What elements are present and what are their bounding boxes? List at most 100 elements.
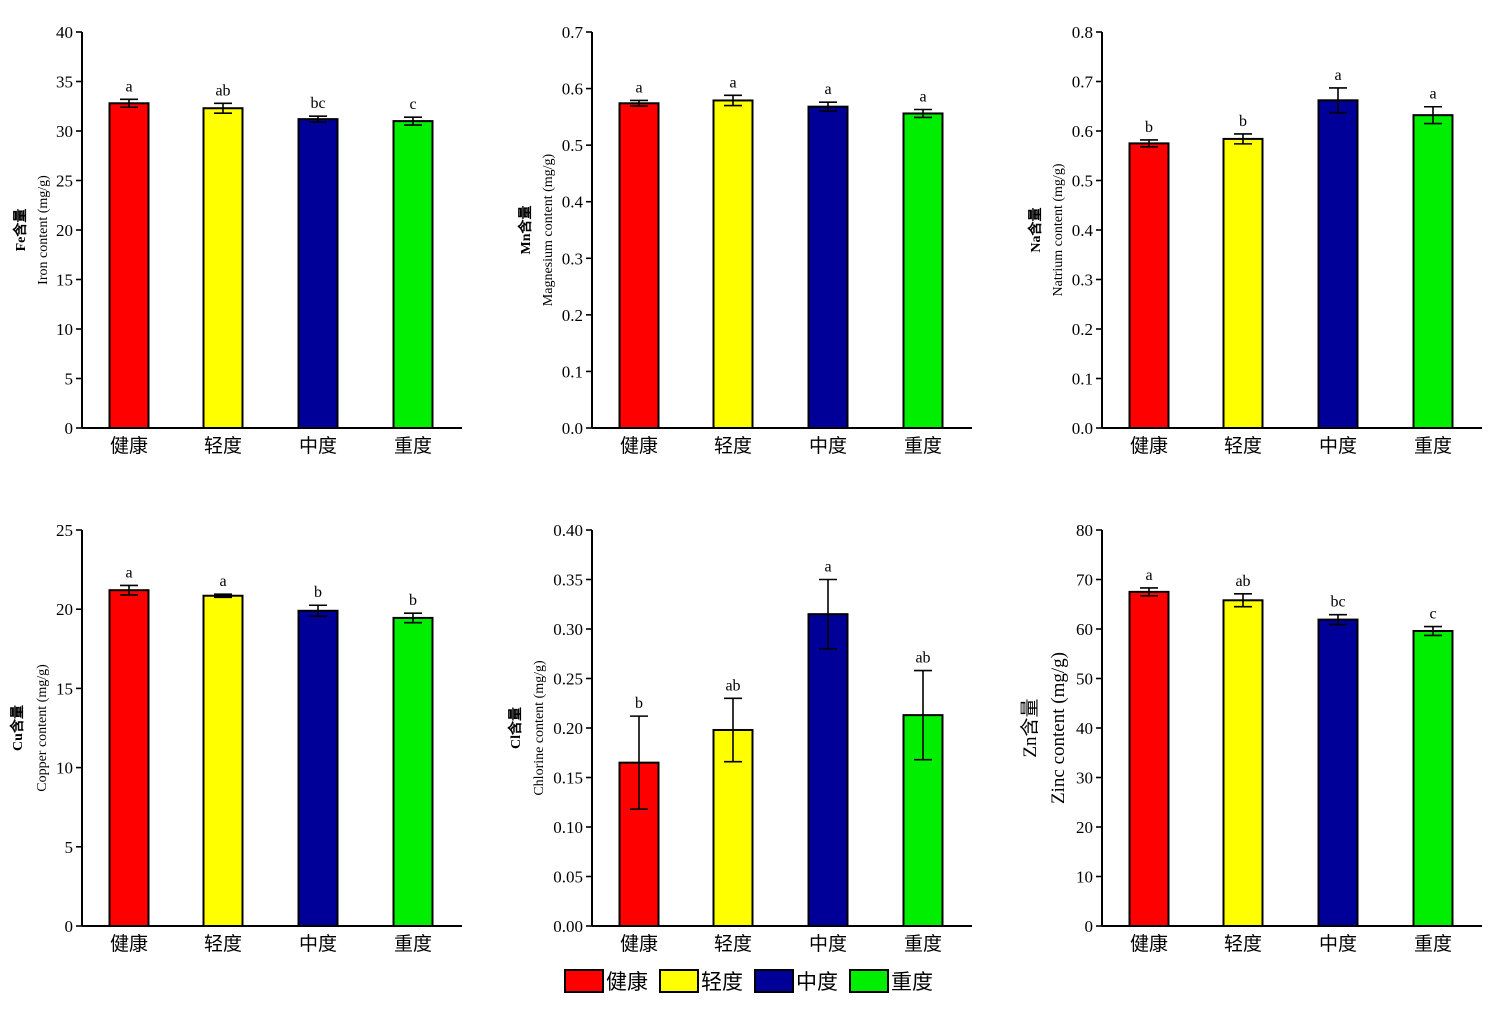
legend: 健康 轻度 中度 重度 [564,969,933,994]
significance-label: a [125,564,132,581]
y-axis-title-english: Iron content (mg/g) [36,175,51,285]
y-tick-label: 0.25 [553,670,583,689]
y-tick-label: 10 [1076,868,1093,887]
chart-panel-3: b b a a 0.0 0.1 0.2 0.3 0.4 0.5 0.6 0.7 0.8 健康 轻度 中度 重度 N… [1027,23,1482,457]
y-tick-label: 0.4 [1072,221,1094,240]
y-tick-label: 35 [56,73,73,92]
x-tick-label: 轻度 [1224,933,1262,955]
x-tick-label: 轻度 [714,933,752,955]
y-tick-label: 20 [56,221,73,240]
error-bar-3 [819,101,837,112]
y-axis-title: Cu含量 [9,705,26,751]
y-axis-title: Na含量 [1027,207,1044,252]
legend-swatch [849,969,889,993]
error-bar-2 [214,102,232,114]
significance-label: a [219,573,226,590]
chart-panel-1: a ab bc c 0 5 10 15 20 25 30 35 40 健康 轻度 中度 重度 Fe含量 Iron c… [12,23,462,457]
y-tick-label: 0.40 [553,521,583,540]
bar-3 [297,609,339,927]
error-bar-1 [630,715,648,810]
significance-label: a [1334,67,1341,84]
error-bar-3 [1329,87,1347,114]
error-bar-3 [309,115,327,123]
bar-2 [202,594,244,928]
significance-label: a [729,74,736,91]
y-tick-label: 0.7 [562,23,584,42]
y-tick-label: 10 [56,320,73,339]
y-tick-label: 0.05 [553,868,583,887]
significance-label: a [125,78,132,95]
chart-panel-2: a a a a 0.0 0.1 0.2 0.3 0.4 0.5 0.6 0.7 健康 轻度 中度 重度 Mn含量… [517,23,972,457]
x-tick-label: 中度 [299,933,337,955]
y-tick-label: 0.5 [1072,172,1093,191]
significance-label: b [635,695,643,712]
error-bar-2 [724,697,742,763]
x-tick-label: 重度 [1414,933,1452,955]
bar-1 [108,102,150,429]
bar-1 [1128,590,1170,927]
significance-label: b [1145,119,1153,136]
significance-label: bc [310,95,325,112]
significance-label: a [1429,86,1436,103]
error-bar-4 [1424,625,1442,637]
legend-swatch [754,969,794,993]
error-bar-1 [120,584,138,596]
significance-label: b [314,584,322,601]
chart-panel-6: a ab bc c 0 10 20 30 40 50 60 70 80 健康 轻度 中度 重度 Zn含量 Zinc … [1019,521,1482,955]
y-tick-label: 60 [1076,620,1093,639]
error-bar-4 [404,116,422,126]
y-tick-label: 0.30 [553,620,583,639]
bar-2 [202,107,244,429]
significance-label: b [1239,113,1247,130]
legend-label: 中度 [796,970,838,994]
x-tick-label: 轻度 [204,933,242,955]
y-tick-label: 0.6 [562,80,583,99]
y-tick-label: 0 [65,419,74,438]
y-tick-label: 20 [56,600,73,619]
bar-4 [1412,629,1454,927]
y-tick-label: 5 [65,370,74,389]
significance-label: a [1145,567,1152,584]
significance-label: a [824,559,831,576]
x-tick-label: 重度 [904,435,942,457]
legend-label: 重度 [891,970,933,994]
x-tick-label: 重度 [904,933,942,955]
y-tick-label: 0.7 [1072,73,1094,92]
y-tick-label: 20 [1076,818,1093,837]
significance-label: ab [1235,573,1250,590]
y-tick-label: 0.20 [553,719,583,738]
y-tick-label: 25 [56,521,73,540]
y-tick-label: 50 [1076,670,1093,689]
bar-3 [807,613,849,928]
significance-label: c [1429,606,1436,623]
legend-label: 健康 [606,970,648,994]
error-bar-4 [914,108,932,119]
x-tick-label: 健康 [620,933,658,955]
y-axis-title-english: Copper content (mg/g) [35,664,50,792]
bar-4 [392,616,434,927]
error-bar-1 [630,99,648,107]
y-tick-label: 0.10 [553,818,583,837]
significance-label: c [409,96,416,113]
y-tick-label: 0.3 [562,249,583,268]
y-tick-label: 15 [56,271,73,290]
y-tick-label: 0.5 [562,136,583,155]
y-axis-title: Fe含量 [12,209,29,252]
error-bar-2 [1234,133,1252,145]
y-tick-label: 0.8 [1072,23,1093,42]
x-tick-label: 健康 [1130,435,1168,457]
y-axis-title: Mn含量 [517,206,534,255]
legend-swatch [659,969,699,993]
bar-4 [1412,114,1454,429]
bar-4 [902,112,944,429]
legend-item-3: 中度 [754,969,838,994]
y-tick-label: 0.35 [553,571,583,590]
y-tick-label: 5 [65,838,74,857]
error-bar-3 [1329,613,1347,626]
error-bar-3 [309,604,327,618]
error-bar-3 [819,578,837,650]
bar-3 [297,118,339,430]
y-tick-label: 30 [56,122,73,141]
y-tick-label: 70 [1076,571,1093,590]
x-tick-label: 健康 [620,435,658,457]
